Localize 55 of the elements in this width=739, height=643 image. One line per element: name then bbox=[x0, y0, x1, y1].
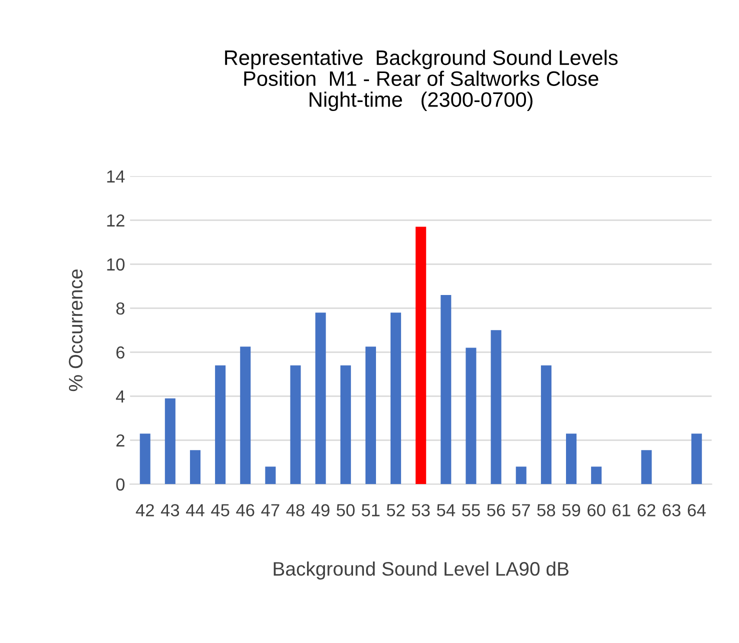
bar bbox=[190, 450, 201, 484]
bar bbox=[215, 365, 226, 484]
x-tick-label: 55 bbox=[462, 504, 480, 516]
y-axis-title: % Occurrence bbox=[68, 269, 83, 392]
bar bbox=[265, 466, 276, 484]
x-tick-label: 63 bbox=[662, 504, 680, 516]
bar bbox=[390, 312, 402, 484]
bar bbox=[340, 365, 351, 484]
bar bbox=[566, 434, 577, 484]
x-tick-label: 58 bbox=[537, 504, 556, 516]
y-tick-label: 12 bbox=[107, 214, 124, 226]
bar bbox=[440, 294, 452, 484]
bar bbox=[490, 330, 502, 484]
bar bbox=[591, 466, 602, 484]
x-tick-label: 53 bbox=[412, 504, 430, 516]
x-tick-label: 43 bbox=[160, 504, 180, 516]
x-tick-label: 56 bbox=[487, 504, 505, 516]
x-tick-label: 57 bbox=[512, 504, 530, 516]
y-tick-label: 2 bbox=[116, 434, 124, 446]
bar bbox=[540, 365, 552, 484]
bar bbox=[641, 450, 652, 484]
bar bbox=[516, 466, 526, 484]
x-tick-label: 60 bbox=[588, 504, 606, 516]
y-tick-label: 4 bbox=[116, 390, 125, 402]
x-axis-title: Background Sound Level LA90 dB bbox=[274, 561, 568, 580]
x-tick-label: 64 bbox=[688, 504, 706, 516]
y-tick-label: 10 bbox=[107, 258, 125, 271]
bar bbox=[365, 346, 376, 484]
x-tick-label: 51 bbox=[362, 504, 380, 516]
bar bbox=[416, 226, 426, 484]
x-tick-label: 44 bbox=[186, 504, 204, 516]
x-tick-label: 62 bbox=[638, 504, 656, 516]
chart-title: Representative Background Sound Levels Position M1 - Rear of Saltworks Close Night-time (2300-0700) bbox=[225, 50, 618, 112]
x-tick-label: 49 bbox=[311, 504, 330, 516]
bar bbox=[466, 348, 476, 484]
bar bbox=[240, 346, 251, 484]
x-tick-label: 45 bbox=[211, 504, 230, 516]
bar bbox=[315, 312, 326, 484]
x-tick-label: 46 bbox=[236, 504, 254, 516]
x-tick-label: 54 bbox=[436, 504, 456, 516]
x-tick-label: 42 bbox=[136, 504, 154, 516]
bar bbox=[290, 365, 301, 484]
x-tick-label: 48 bbox=[286, 504, 304, 516]
y-tick-label: 6 bbox=[116, 346, 124, 359]
x-tick-label: 50 bbox=[336, 504, 355, 516]
bar bbox=[691, 434, 702, 484]
y-tick-label: 14 bbox=[107, 170, 125, 182]
bar bbox=[140, 434, 150, 484]
x-tick-label: 59 bbox=[562, 504, 580, 516]
x-tick-label: 52 bbox=[386, 504, 405, 516]
x-tick-label: 61 bbox=[612, 504, 630, 516]
bar bbox=[164, 398, 176, 484]
y-tick-label: 0 bbox=[116, 478, 125, 491]
y-tick-label: 8 bbox=[116, 302, 124, 315]
x-tick-label: 47 bbox=[261, 504, 280, 516]
